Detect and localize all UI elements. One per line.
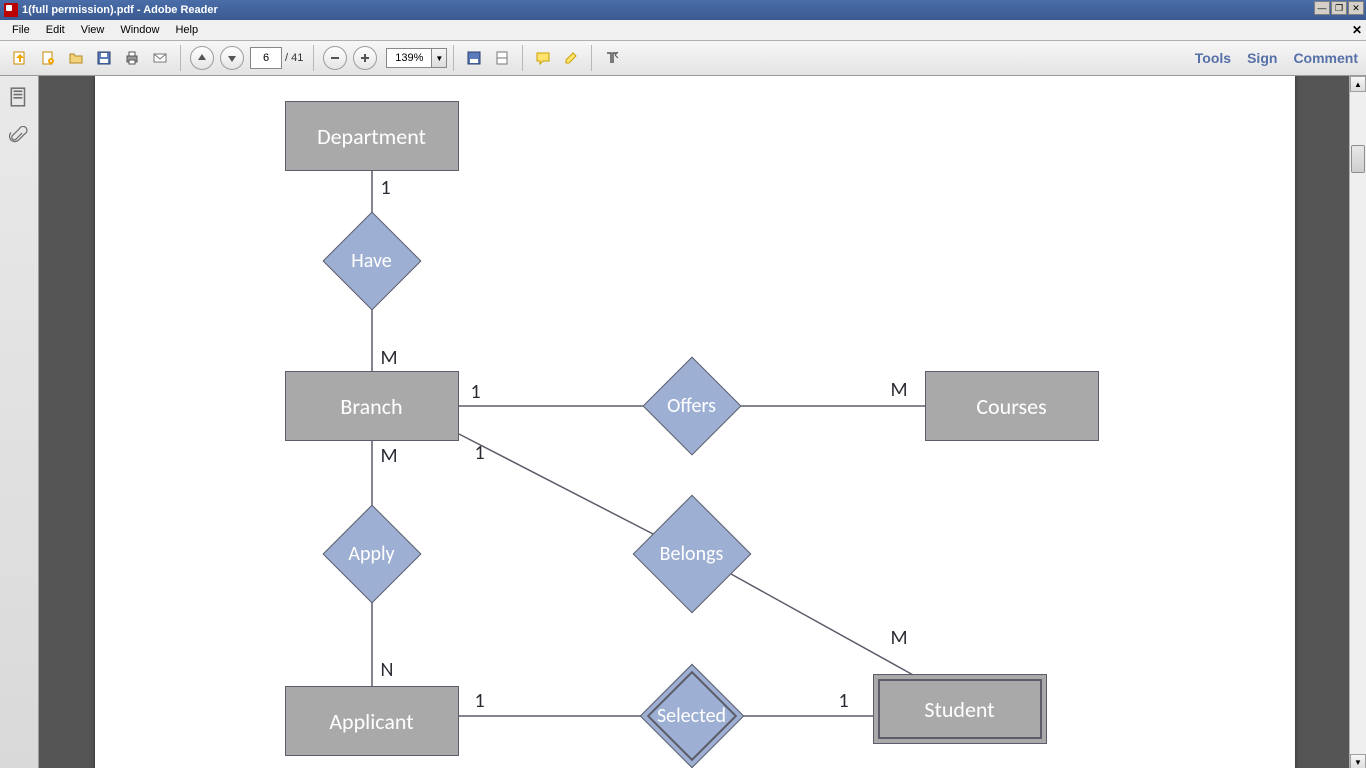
er-cardinality: N <box>381 658 394 682</box>
toolbar-page-group: / 41 <box>187 45 314 71</box>
scroll-track[interactable] <box>1350 92 1366 754</box>
menu-help[interactable]: Help <box>167 22 206 38</box>
page-down-button[interactable] <box>220 46 244 70</box>
save-icon[interactable] <box>93 47 115 69</box>
highlight-icon[interactable] <box>560 47 582 69</box>
toolbar-right-panel: Tools Sign Comment <box>1195 50 1358 66</box>
er-cardinality: M <box>891 378 908 402</box>
er-cardinality: M <box>381 346 398 370</box>
document-viewport[interactable]: Department Branch Courses Applicant Student H… <box>39 76 1366 768</box>
window-controls: — ❐ ✕ <box>1313 1 1364 15</box>
er-relation-belongs: Belongs <box>650 512 734 596</box>
sign-panel-button[interactable]: Sign <box>1247 50 1277 66</box>
page-up-button[interactable] <box>190 46 214 70</box>
er-entity-department: Department <box>285 101 459 171</box>
export-icon[interactable] <box>9 47 31 69</box>
er-relation-selected: Selected <box>655 679 729 753</box>
zoom-dropdown-icon[interactable]: ▼ <box>431 49 446 67</box>
vertical-scrollbar[interactable]: ▲ ▼ <box>1349 76 1366 768</box>
restore-button[interactable]: ❐ <box>1331 1 1347 15</box>
toolbar-comment-group <box>529 45 592 71</box>
er-relation-label: Have <box>337 226 407 296</box>
menu-window[interactable]: Window <box>112 22 167 38</box>
er-cardinality: 1 <box>475 689 485 713</box>
scroll-down-button[interactable]: ▼ <box>1350 754 1366 768</box>
save-a-copy-icon[interactable] <box>463 47 485 69</box>
toolbar-file-group <box>6 45 181 71</box>
email-icon[interactable] <box>149 47 171 69</box>
zoom-level-box[interactable]: 139% ▼ <box>386 48 447 68</box>
toolbar-zoom-group: 139% ▼ <box>320 45 454 71</box>
create-pdf-icon[interactable] <box>37 47 59 69</box>
window-title: 1(full permission).pdf - Adobe Reader <box>22 4 218 16</box>
page-display-icon[interactable] <box>491 47 513 69</box>
open-icon[interactable] <box>65 47 87 69</box>
er-relation-label: Belongs <box>650 512 734 596</box>
sticky-note-icon[interactable] <box>532 47 554 69</box>
er-relation-apply: Apply <box>337 519 407 589</box>
menu-view[interactable]: View <box>73 22 113 38</box>
tools-panel-button[interactable]: Tools <box>1195 50 1231 66</box>
er-cardinality: 1 <box>475 441 485 465</box>
page-number-input[interactable] <box>250 47 282 69</box>
nav-rail <box>0 76 39 768</box>
pdf-icon <box>4 3 18 17</box>
er-edge <box>459 434 657 536</box>
menu-bar: File Edit View Window Help ✕ <box>0 20 1366 41</box>
page-total-label: / 41 <box>285 52 303 64</box>
er-entity-applicant: Applicant <box>285 686 459 756</box>
main-area: Department Branch Courses Applicant Student H… <box>0 76 1366 768</box>
thumbnails-icon[interactable] <box>8 86 30 108</box>
window-title-bar: 1(full permission).pdf - Adobe Reader — … <box>0 0 1366 20</box>
er-cardinality: 1 <box>839 689 849 713</box>
read-mode-icon[interactable] <box>601 47 623 69</box>
er-entity-student: Student <box>873 674 1047 744</box>
er-relation-have: Have <box>337 226 407 296</box>
attachments-icon[interactable] <box>8 126 30 148</box>
document-close-button[interactable]: ✕ <box>1352 23 1362 37</box>
er-relation-label: Apply <box>337 519 407 589</box>
er-entity-branch: Branch <box>285 371 459 441</box>
er-cardinality: M <box>891 626 908 650</box>
er-edge <box>731 574 915 676</box>
menu-edit[interactable]: Edit <box>38 22 73 38</box>
zoom-out-button[interactable] <box>323 46 347 70</box>
er-relation-label: Offers <box>657 371 727 441</box>
er-relation-offers: Offers <box>657 371 727 441</box>
er-cardinality: 1 <box>471 380 481 404</box>
scroll-thumb[interactable] <box>1351 145 1365 173</box>
minimize-button[interactable]: — <box>1314 1 1330 15</box>
print-icon[interactable] <box>121 47 143 69</box>
zoom-value: 139% <box>387 52 431 64</box>
zoom-in-button[interactable] <box>353 46 377 70</box>
toolbar: / 41 139% ▼ Tools Sign Comment <box>0 41 1366 76</box>
close-window-button[interactable]: ✕ <box>1348 1 1364 15</box>
document-page: Department Branch Courses Applicant Student H… <box>95 76 1295 768</box>
toolbar-view-group <box>460 45 523 71</box>
menu-file[interactable]: File <box>4 22 38 38</box>
er-cardinality: 1 <box>381 176 391 200</box>
er-relation-label: Selected <box>655 679 729 753</box>
er-cardinality: M <box>381 444 398 468</box>
er-entity-courses: Courses <box>925 371 1099 441</box>
comment-panel-button[interactable]: Comment <box>1293 50 1358 66</box>
scroll-up-button[interactable]: ▲ <box>1350 76 1366 92</box>
toolbar-reading-group <box>598 45 632 71</box>
